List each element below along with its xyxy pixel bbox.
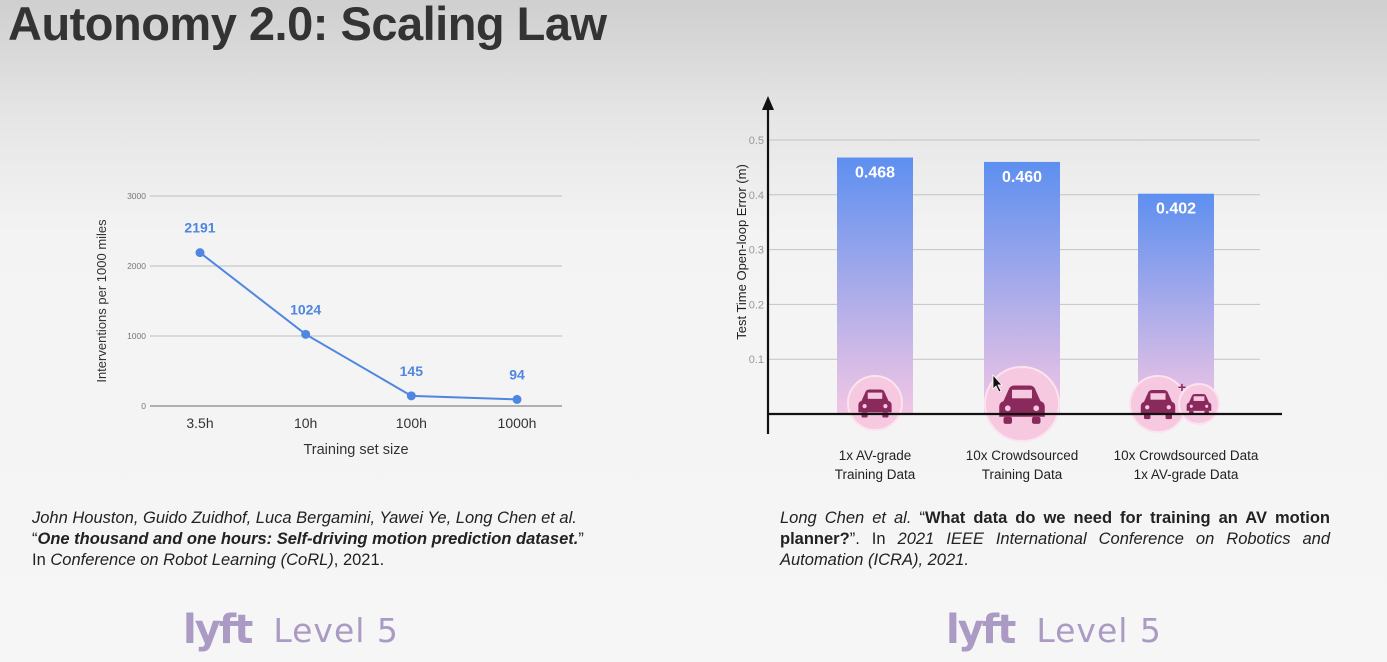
bar-chart-svg: 0.1 0.2 0.3 0.4 0.5 0.468 1x AV-grade Training …: [734, 96, 1282, 482]
car-icon-light-left: [1189, 404, 1193, 408]
citation-left-open-quote: “: [32, 530, 38, 548]
level5-text-right: Level 5: [1036, 610, 1162, 650]
car-icon-body: [858, 389, 892, 413]
citation-left-venue-prefix: In: [32, 551, 51, 569]
mouse-cursor-icon: [992, 373, 1003, 393]
car-icon-body: [999, 385, 1045, 417]
bar-x-tick-label: 1x AV-grade Data: [1134, 467, 1239, 482]
bar-x-tick-label: 1x AV-grade: [839, 448, 912, 463]
slide-title: Autonomy 2.0: Scaling Law: [8, 0, 607, 50]
line-data-label: 94: [509, 366, 525, 382]
line-point: [301, 329, 311, 339]
bar-data-label: 0.460: [1002, 169, 1042, 186]
lyft-level5-logo-right: lyft Level 5: [946, 610, 1162, 650]
level5-text-left: Level 5: [273, 610, 399, 650]
car-icon-body: [1140, 390, 1176, 414]
line-y-axis-label: Interventions per 1000 miles: [94, 219, 109, 383]
citation-right-paper-title: What data do we need for training an AV …: [780, 509, 1330, 548]
line-point: [406, 391, 416, 401]
line-series: [199, 251, 518, 401]
line-y-tick-label: 0: [141, 401, 146, 411]
car-icon-window: [1193, 396, 1205, 401]
line-data-label: 2191: [184, 220, 215, 236]
bar-y-tick-label: 0.5: [749, 135, 764, 147]
bar-y-tick-label: 0.3: [749, 245, 764, 257]
car-icon-window: [867, 392, 883, 399]
line-x-tick-label: 3.5h: [186, 415, 213, 431]
citation-right-authors: Long Chen et al.: [780, 509, 920, 527]
citation-right-venue: 2021 IEEE International Conference on Ro…: [780, 530, 1330, 569]
line-point: [195, 248, 205, 258]
line-data-label: 145: [400, 363, 424, 379]
car-icon-wheel-left: [1003, 416, 1013, 424]
lyft-wordmark-right: lyft: [946, 607, 1016, 653]
car-icon-body: [1186, 394, 1212, 411]
citation-right: Long Chen et al. “What data do we need f…: [780, 508, 1330, 571]
bar-y-axis-arrow: [762, 96, 774, 110]
line-x-tick-label: 100h: [396, 415, 427, 431]
bar-y-axis-label: Test Time Open-loop Error (m): [734, 164, 749, 340]
line-point: [512, 394, 522, 404]
line-y-tick-label: 1000: [127, 331, 146, 341]
citation-right-venue-prefix: . In: [855, 530, 898, 548]
line-x-axis-label: Training set size: [303, 442, 408, 458]
bar-y-tick-label: 0.4: [749, 190, 764, 202]
line-chart-svg: 0 1000 2000 3000 3.5h 10h 100h 1000h Training se…: [94, 191, 562, 458]
citation-left: John Houston, Guido Zuidhof, Luca Bergam…: [32, 508, 682, 571]
bar-data-label: 0.468: [855, 165, 895, 182]
citation-right-close-quote: ”: [849, 530, 856, 548]
line-y-tick-label: 3000: [127, 191, 146, 201]
line-x-tick-label: 10h: [294, 415, 317, 431]
citation-left-paper-title: One thousand and one hours: Self-driving…: [37, 530, 579, 548]
car-icon-light-right: [883, 404, 888, 409]
bar-x-tick-label: 10x Crowdsourced Data: [1114, 448, 1259, 463]
citation-left-venue-suffix: , 2021.: [333, 551, 385, 569]
line-data-label: 1024: [290, 301, 321, 317]
car-icon-light-right: [1205, 404, 1209, 408]
car-icon-light-left: [862, 404, 867, 409]
line-x-tick-label: 1000h: [498, 415, 537, 431]
car-icon-light-right: [1166, 405, 1171, 410]
citation-left-authors: John Houston, Guido Zuidhof, Luca Bergam…: [32, 509, 577, 527]
car-icon: [999, 385, 1045, 424]
bar-x-tick-label: Training Data: [982, 467, 1063, 482]
bar-x-tick-label: 10x Crowdsourced: [966, 448, 1079, 463]
plus-icon: +: [1178, 379, 1186, 395]
citation-right-open-quote: “: [919, 509, 925, 527]
citation-left-close-quote: ”: [578, 530, 584, 548]
bar-y-tick-label: 0.1: [749, 354, 764, 366]
car-icon-window: [1012, 389, 1032, 399]
lyft-wordmark-left: lyft: [183, 607, 253, 653]
citation-left-venue: Conference on Robot Learning (CoRL): [50, 551, 334, 569]
car-icon-light-left: [1004, 405, 1011, 412]
line-y-tick-label: 2000: [127, 261, 146, 271]
bar: [837, 157, 913, 414]
lyft-level5-logo-left: lyft Level 5: [183, 610, 399, 650]
car-icon-light-right: [1033, 405, 1040, 412]
car-icon-light-left: [1145, 405, 1150, 410]
bar-y-tick-label: 0.2: [749, 299, 764, 311]
car-icon-wheel-right: [1031, 416, 1041, 424]
bar-data-label: 0.402: [1156, 201, 1196, 218]
bar-x-tick-label: Training Data: [835, 467, 916, 482]
car-icon-window: [1150, 393, 1166, 400]
